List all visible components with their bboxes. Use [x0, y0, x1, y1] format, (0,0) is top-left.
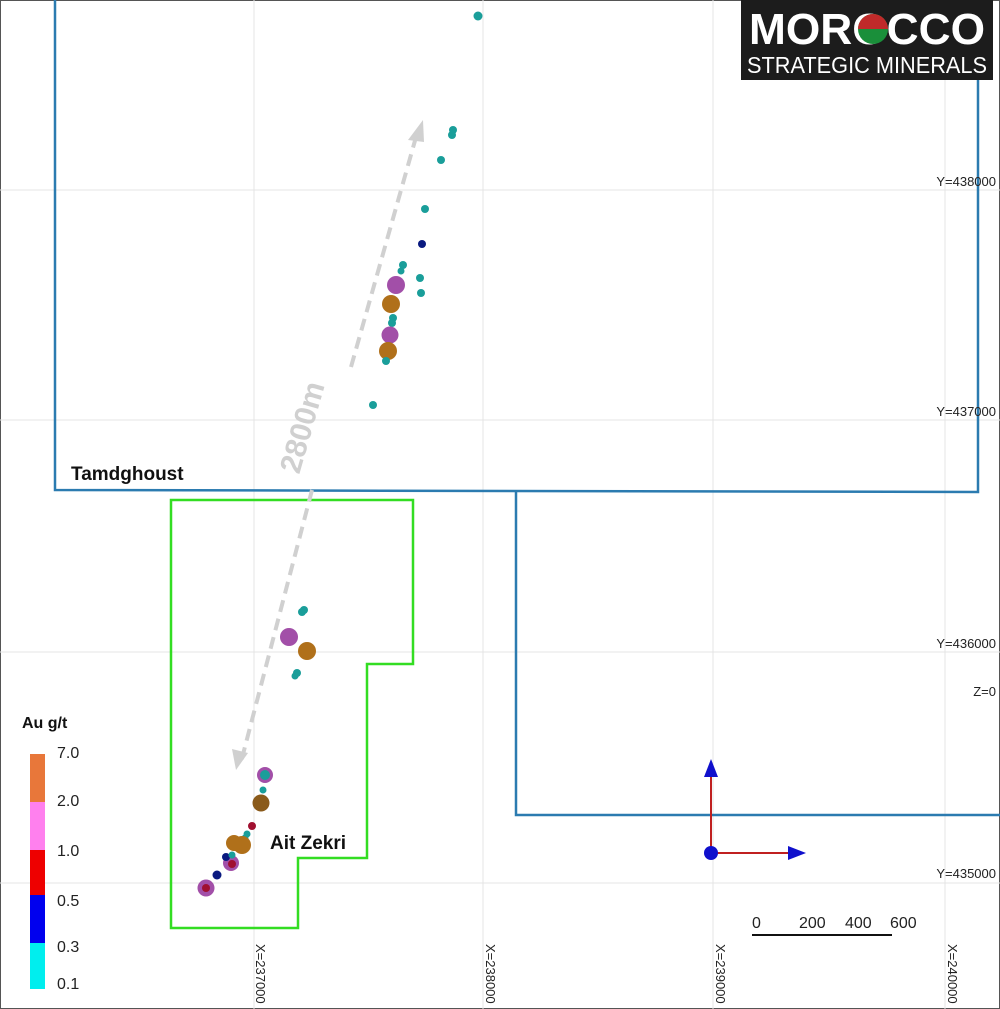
scale-bar-label-200: 200 [799, 915, 826, 932]
legend-title: Au g/t [22, 715, 68, 732]
sample-point [448, 131, 456, 139]
sample-point [418, 240, 426, 248]
distance-arrow-head-up [408, 120, 424, 142]
sample-point [437, 156, 445, 164]
tamdghoust-permit-boundary [53, 0, 1000, 817]
legend-tick-1.0: 1.0 [57, 843, 79, 860]
sample-point [369, 401, 377, 409]
sample-point [388, 319, 396, 327]
sample-point [397, 267, 405, 275]
permit-label-tamdghoust: Tamdghoust [71, 464, 184, 485]
logo-globe-red-half [858, 14, 888, 29]
grid-label-y437000: Y=437000 [936, 404, 996, 419]
sample-point [417, 289, 425, 297]
axis-origin-dot [704, 846, 718, 860]
distance-arrow-lower-segment [239, 489, 314, 763]
sample-point [473, 11, 483, 21]
grid-label-x240000: X=240000 [945, 944, 960, 1004]
scale-bar-label-400: 400 [845, 915, 872, 932]
axis-east-arrow-icon [788, 846, 806, 860]
sample-point [259, 786, 267, 794]
ait-zekri-permit-boundary [169, 498, 415, 930]
company-logo: MOROCCO STRATEGIC MINERALS [741, 0, 993, 80]
sample-point [226, 835, 242, 851]
sample-point [300, 606, 308, 614]
sample-point [252, 794, 270, 812]
legend-tick-0.3: 0.3 [57, 939, 79, 956]
sample-point [212, 870, 222, 880]
sample-point [248, 822, 256, 830]
legend-swatch-0.3-0.5 [30, 895, 45, 943]
legend-swatch-0.1-0.3 [30, 943, 45, 989]
sample-point [222, 853, 230, 861]
sample-point [228, 851, 236, 859]
sample-point [260, 770, 270, 780]
sample-point [291, 672, 299, 680]
sample-point [228, 860, 236, 868]
axis-north-arrow-icon [704, 759, 718, 777]
sample-points [197, 11, 483, 897]
sample-point [416, 274, 424, 282]
legend-tick-0.5: 0.5 [57, 893, 79, 910]
scale-bar-label-0: 0 [752, 915, 761, 932]
sample-point [381, 326, 399, 344]
grid-label-y435000: Y=435000 [936, 866, 996, 881]
sample-point [421, 205, 429, 213]
z-label: Z=0 [973, 684, 996, 699]
legend-tick-0.1: 0.1 [57, 976, 79, 993]
sample-point [387, 276, 405, 294]
orientation-axes [704, 759, 806, 860]
adjacent-permit-outline [514, 492, 1000, 817]
au-legend: Au g/t 7.0 2.0 1.0 0.5 0.3 0.1 [22, 715, 79, 993]
scale-bar: 0 200 400 600 [752, 915, 917, 936]
sample-point [298, 642, 316, 660]
grid-label-y438000: Y=438000 [936, 174, 996, 189]
grid-label-x239000: X=239000 [713, 944, 728, 1004]
legend-swatch-2-7 [30, 754, 45, 802]
distance-arrow-upper-segment [349, 129, 420, 368]
sample-point [399, 261, 407, 269]
logo-subtitle: STRATEGIC MINERALS [747, 52, 987, 78]
grid-label-x237000: X=237000 [253, 944, 268, 1004]
sample-point [379, 342, 397, 360]
permit-label-ait-zekri: Ait Zekri [270, 833, 346, 854]
grid-label-y436000: Y=436000 [936, 636, 996, 651]
grid-label-x238000: X=238000 [483, 944, 498, 1004]
distance-arrow-head-down [232, 749, 248, 770]
sample-point [382, 295, 400, 313]
legend-tick-7.0: 7.0 [57, 745, 79, 762]
legend-swatch-0.5-1 [30, 850, 45, 895]
tamdghoust-outline [53, 0, 980, 494]
sample-point [382, 357, 390, 365]
distance-label: 2800m [274, 378, 331, 477]
legend-swatch-1-2 [30, 802, 45, 850]
sample-point [280, 628, 298, 646]
legend-tick-2.0: 2.0 [57, 793, 79, 810]
sample-point [202, 884, 210, 892]
distance-arrow [239, 129, 420, 763]
scale-bar-label-600: 600 [890, 915, 917, 932]
